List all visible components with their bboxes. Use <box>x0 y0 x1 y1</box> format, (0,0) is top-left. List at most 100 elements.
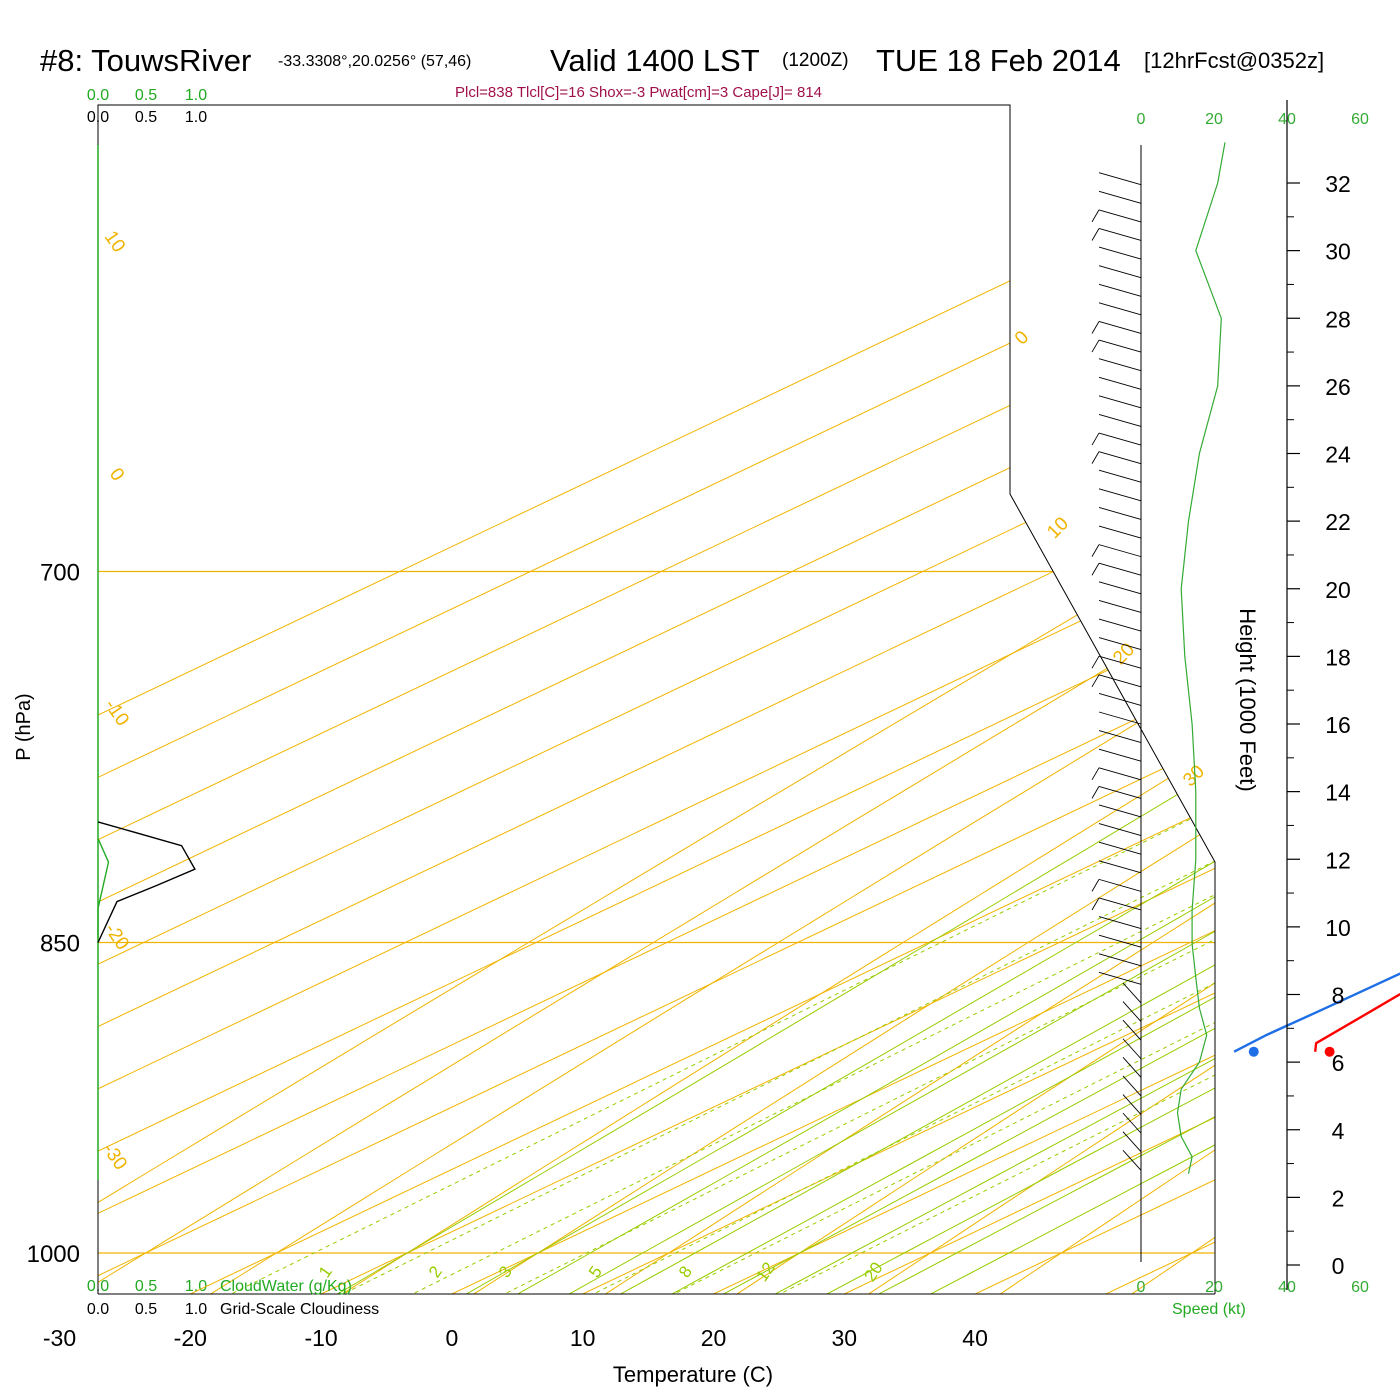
cloudwater-top-tick: 0.0 <box>87 87 109 104</box>
isotherm-line <box>827 105 1215 1294</box>
valid-date: TUE 18 Feb 2014 <box>876 43 1121 78</box>
isotherm-label: -20 <box>100 920 133 955</box>
isotherm-label: 10 <box>1043 513 1073 543</box>
mixing-ratio-label: 8 <box>675 1263 696 1282</box>
wind-barb <box>1098 525 1142 539</box>
isotherm-line <box>98 105 1215 1294</box>
height-tick-label: 28 <box>1325 306 1351 332</box>
moist-adiabat <box>643 105 1215 1294</box>
wind-barb <box>1098 599 1142 613</box>
cloudwater-label: CloudWater (g/Kg) <box>220 1278 352 1295</box>
height-tick-label: 14 <box>1325 780 1351 806</box>
height-tick-label: 24 <box>1325 442 1351 468</box>
mixing-ratio-line <box>640 105 1215 1294</box>
temperature-tick-label: 40 <box>962 1325 988 1351</box>
valid-time: Valid 1400 LST <box>550 43 760 78</box>
wind-barb <box>1098 246 1142 260</box>
dry-adiabat <box>762 105 1215 1294</box>
dry-adiabat <box>98 105 1215 1294</box>
moist-adiabat <box>796 105 1215 1294</box>
wind-barb-flag <box>1091 786 1100 799</box>
isotherm-line <box>173 105 1215 1294</box>
isotherm-line <box>98 105 1215 1294</box>
isotherm-label: -30 <box>98 1140 131 1175</box>
speed-top-tick-label: 0 <box>1137 111 1146 128</box>
forecast-label: [12hrFcst@0352z] <box>1144 48 1324 73</box>
stability-indices: Plcl=838 Tlcl[C]=16 Shox=-3 Pwat[cm]=3 C… <box>455 84 822 101</box>
wind-barb <box>1098 544 1142 558</box>
cloudiness-bottom-tick: 0.0 <box>87 1301 109 1318</box>
wind-barb <box>1098 209 1142 223</box>
wind-barb <box>1098 488 1142 502</box>
speed-bottom-tick-label: 20 <box>1205 1279 1223 1296</box>
wind-barb <box>1098 376 1142 390</box>
wind-barb <box>1098 302 1142 316</box>
dry-adiabat <box>1295 0 1400 1364</box>
cloudiness-bottom-tick: 1.0 <box>185 1301 207 1318</box>
surface-dewpoint-marker <box>1248 1046 1259 1057</box>
wind-barb <box>1098 860 1142 874</box>
wind-barb-flag <box>1091 339 1100 353</box>
wind-barb <box>1098 469 1142 483</box>
wind-barb-flag <box>1091 209 1100 223</box>
wind-barb-flag <box>1091 897 1100 911</box>
wind-barb <box>1122 1057 1142 1078</box>
station-title: #8: TouwsRiver <box>40 43 251 78</box>
temperature-tick-label: -30 <box>43 1325 76 1351</box>
isotherm-line <box>98 105 1215 1294</box>
dry-adiabat <box>496 105 1215 1294</box>
wind-barb <box>1122 1075 1142 1097</box>
cloudiness-bottom-tick: 0.5 <box>135 1301 157 1318</box>
isotherm-label: 10 <box>100 227 129 256</box>
isotherm-label: 0 <box>105 464 128 485</box>
height-axis-title: Height (1000 Feet) <box>1235 608 1260 791</box>
cloudiness-top-tick: 1.0 <box>185 109 207 126</box>
height-tick-label: 22 <box>1325 509 1351 535</box>
temperature-tick-label: -10 <box>304 1325 337 1351</box>
cloudiness-profile <box>97 821 196 943</box>
height-tick-label: 32 <box>1325 171 1351 197</box>
cloudwater-top-tick: 0.5 <box>135 87 157 104</box>
mixing-ratio-label: 20 <box>860 1259 886 1285</box>
wind-barb <box>1098 897 1142 911</box>
pressure-tick-label: 700 <box>40 560 80 587</box>
temperature-tick-label: 0 <box>446 1325 459 1351</box>
mixing-ratio-line <box>98 105 1215 1294</box>
wind-barb <box>1098 692 1142 706</box>
cloudiness-top-tick: 0.5 <box>135 109 157 126</box>
wind-barb <box>1122 1131 1142 1153</box>
wind-barb-flag <box>1091 655 1100 669</box>
isotherm-line <box>98 105 1215 1294</box>
wind-barb <box>1098 804 1142 818</box>
mixing-ratio-line <box>271 105 1215 1294</box>
wind-barb <box>1098 971 1142 985</box>
wind-barb <box>1098 655 1142 669</box>
speed-bottom-tick-label: 0 <box>1137 1279 1146 1296</box>
height-tick-label: 0 <box>1332 1253 1345 1279</box>
moist-adiabat <box>745 105 1215 1294</box>
dry-adiabat <box>230 105 1215 1294</box>
height-tick-label: 8 <box>1332 983 1345 1009</box>
wind-barb <box>1098 730 1142 744</box>
cloudwater-top-tick: 1.0 <box>185 87 207 104</box>
wind-barb <box>1098 562 1142 576</box>
wind-barb-flag <box>1091 674 1100 688</box>
wind-barb <box>1098 953 1142 967</box>
height-tick-label: 2 <box>1332 1185 1345 1211</box>
wind-barb <box>1098 878 1142 892</box>
wind-barb <box>1098 190 1142 204</box>
height-tick-label: 30 <box>1325 239 1351 265</box>
mixing-ratio-label: 2 <box>425 1263 446 1282</box>
wind-barb-flag <box>1091 879 1100 892</box>
wind-barb <box>1098 172 1142 186</box>
wind-barb <box>1122 1112 1142 1134</box>
wind-barb <box>1098 916 1142 929</box>
wind-barb <box>1098 414 1142 427</box>
cloudwater-profile <box>97 838 110 938</box>
wind-barb <box>1098 934 1142 948</box>
wind-barb <box>1098 785 1142 799</box>
cloudwater-bottom-tick: 1.0 <box>185 1278 207 1295</box>
speed-top-tick-label: 60 <box>1351 111 1369 128</box>
dry-adiabat <box>98 105 1215 1294</box>
